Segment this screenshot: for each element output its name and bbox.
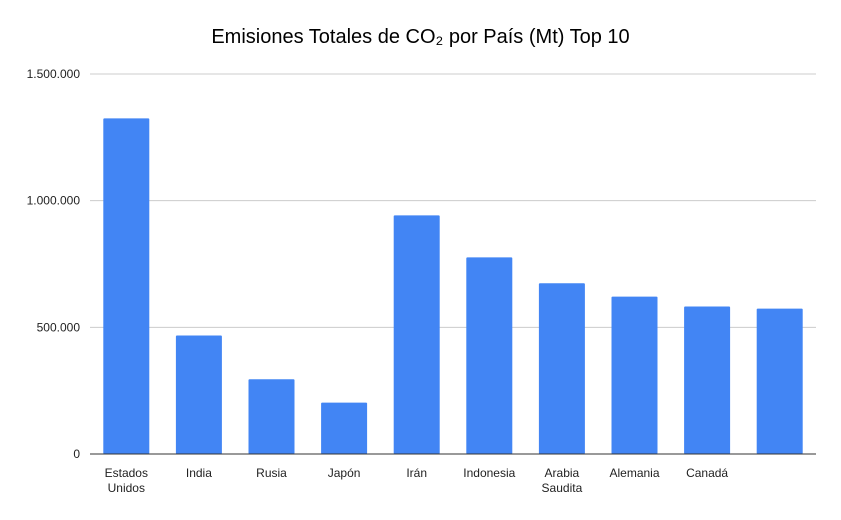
bar [466, 257, 513, 454]
y-tick-label: 1.500.000 [27, 67, 81, 81]
bar [393, 215, 440, 454]
y-axis-tick-labels: 0 500.000 1.000.000 1.500.000 [27, 67, 81, 461]
bar [756, 308, 803, 454]
x-tick-label: India [186, 466, 212, 480]
x-tick-label: Estados Unidos [105, 466, 148, 495]
bar [684, 306, 731, 454]
gridlines [90, 73, 816, 328]
bar [103, 118, 150, 454]
x-tick-label: Japón [328, 466, 361, 480]
x-tick-label: Canadá [686, 466, 728, 480]
x-tick-label: Irán [406, 466, 427, 480]
chart-title: Emisiones Totales de CO₂ por País (Mt) T… [211, 26, 630, 48]
bar [321, 402, 368, 454]
x-tick-label: Alemania [609, 466, 659, 480]
bar [248, 379, 295, 454]
bar [611, 296, 658, 454]
bar [175, 335, 222, 454]
bars [103, 118, 803, 454]
x-axis-tick-labels: Estados Unidos India Rusia Japón Irán Indonesi… [105, 466, 729, 495]
y-tick-label: 500.000 [37, 320, 81, 334]
x-tick-label: Arabia Saudita [542, 466, 583, 495]
y-tick-label: 0 [73, 447, 80, 461]
x-tick-label: Rusia [256, 466, 287, 480]
y-tick-label: 1.000.000 [27, 194, 81, 208]
bar [538, 283, 585, 454]
x-tick-label: Indonesia [463, 466, 515, 480]
